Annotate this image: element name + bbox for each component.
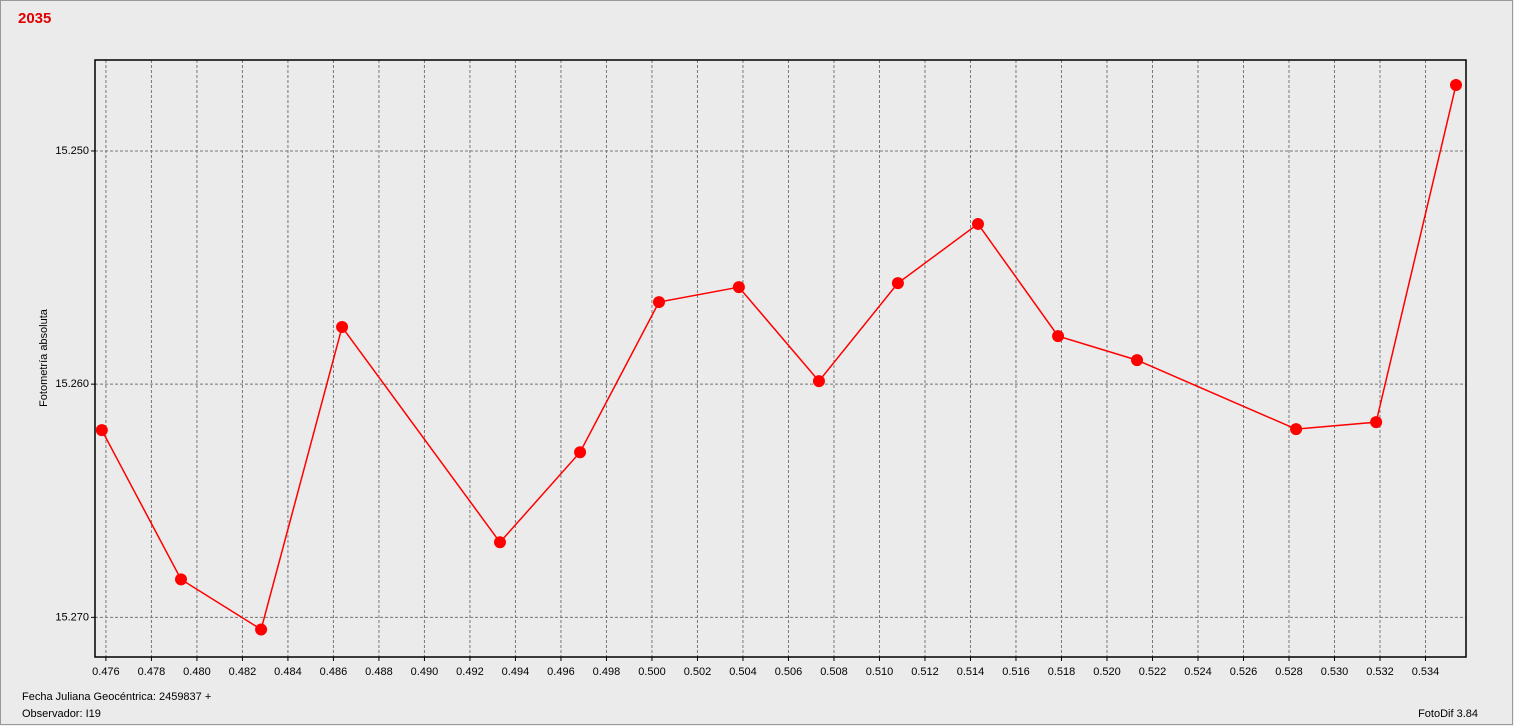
x-tick-label: 0.528 — [1275, 666, 1303, 678]
x-tick-label: 0.526 — [1230, 666, 1258, 678]
data-point — [175, 573, 188, 586]
data-point — [493, 536, 506, 549]
x-tick-label: 0.484 — [274, 666, 302, 678]
observer: Observador: I19 — [22, 708, 101, 720]
data-point — [255, 623, 268, 636]
x-tick-label: 0.506 — [775, 666, 803, 678]
x-tick-label: 0.504 — [729, 666, 757, 678]
x-tick-label: 0.490 — [411, 666, 439, 678]
data-point — [653, 296, 666, 309]
data-point — [1052, 330, 1065, 343]
x-tick-label: 0.482 — [229, 666, 257, 678]
software: FotoDif 3.84 — [1418, 708, 1478, 720]
x-tick-label: 0.534 — [1412, 666, 1440, 678]
y-tick-label: 15.260 — [55, 378, 89, 390]
data-point — [971, 217, 984, 230]
x-tick-label: 0.488 — [365, 666, 393, 678]
x-tick-label: 0.520 — [1093, 666, 1121, 678]
y-tick-label: 15.270 — [55, 611, 89, 623]
y-axis-label: Fotometría absoluta — [38, 308, 50, 407]
y-tick-label: 15.250 — [55, 145, 89, 157]
x-tick-label: 0.498 — [593, 666, 621, 678]
data-point — [1449, 78, 1462, 91]
x-tick-label: 0.500 — [638, 666, 666, 678]
x-tick-label: 0.496 — [547, 666, 575, 678]
data-point — [891, 277, 904, 290]
x-tick-label: 0.510 — [866, 666, 894, 678]
x-tick-label: 0.478 — [138, 666, 166, 678]
x-tick-label: 0.502 — [684, 666, 712, 678]
x-tick-label: 0.512 — [911, 666, 939, 678]
x-tick-label: 0.492 — [456, 666, 484, 678]
x-tick-label: 0.524 — [1184, 666, 1212, 678]
x-tick-label: 0.480 — [183, 666, 211, 678]
data-point — [732, 281, 745, 294]
data-point — [812, 375, 825, 388]
data-point — [95, 424, 108, 437]
chart-title: 2035 — [18, 10, 51, 27]
data-point — [574, 446, 587, 459]
x-tick-label: 0.476 — [92, 666, 120, 678]
x-tick-label: 0.514 — [957, 666, 985, 678]
x-tick-label: 0.522 — [1139, 666, 1167, 678]
x-tick-label: 0.530 — [1321, 666, 1349, 678]
x-tick-label: 0.516 — [1002, 666, 1030, 678]
data-point — [1370, 416, 1383, 429]
data-point — [1131, 354, 1144, 367]
x-axis-label: Fecha Juliana Geocéntrica: 2459837 + — [22, 691, 211, 703]
plot-border — [94, 59, 1467, 658]
x-tick-label: 0.518 — [1048, 666, 1076, 678]
x-tick-label: 0.532 — [1366, 666, 1394, 678]
data-point — [336, 321, 349, 334]
data-line — [101, 84, 1457, 631]
x-tick-label: 0.494 — [502, 666, 530, 678]
x-tick-label: 0.486 — [320, 666, 348, 678]
data-point — [1290, 423, 1303, 436]
x-tick-label: 0.508 — [820, 666, 848, 678]
